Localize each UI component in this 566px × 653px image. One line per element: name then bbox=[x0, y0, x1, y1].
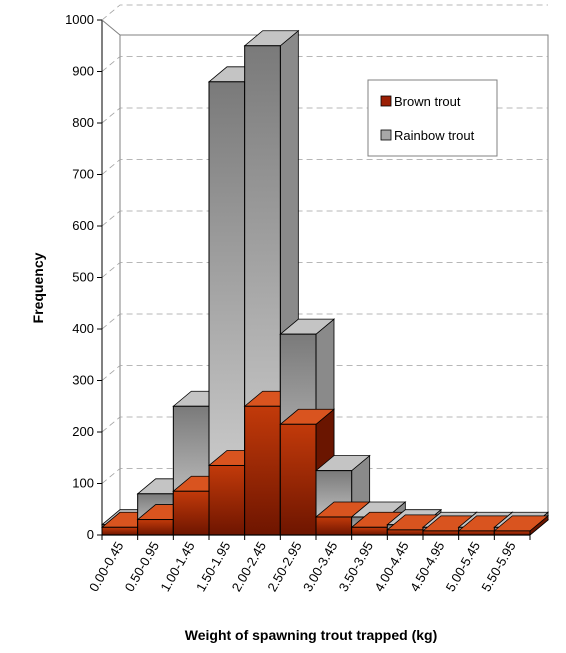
x-tick-label: 4.50-4.95 bbox=[407, 539, 447, 594]
x-tick-label: 2.50-2.95 bbox=[264, 539, 304, 594]
bar-brown-trout bbox=[493, 515, 550, 536]
y-axis-title: Frequency bbox=[30, 252, 46, 323]
y-tick-label: 400 bbox=[72, 321, 94, 336]
x-tick-label: 0.50-0.95 bbox=[122, 539, 162, 594]
gridline bbox=[101, 313, 548, 330]
y-tick-label: 600 bbox=[72, 218, 94, 233]
gridlines bbox=[101, 4, 548, 484]
y-tick-label: 0 bbox=[87, 527, 94, 542]
x-tick-label: 4.00-4.45 bbox=[371, 539, 411, 594]
y-tick-label: 500 bbox=[72, 270, 94, 285]
legend-swatch-brown-trout bbox=[380, 95, 392, 107]
gridline bbox=[101, 262, 548, 278]
x-tick-label: 5.00-5.45 bbox=[443, 539, 483, 594]
gridline bbox=[101, 365, 548, 381]
x-tick-label: 3.50-3.95 bbox=[336, 539, 376, 594]
x-tick-label: 1.50-1.95 bbox=[193, 539, 233, 594]
gridline bbox=[101, 210, 548, 227]
legend-label-rainbow-trout: Rainbow trout bbox=[394, 128, 475, 143]
gridline bbox=[101, 107, 548, 124]
x-tick-label: 1.00-1.45 bbox=[157, 539, 197, 594]
gridline bbox=[101, 4, 548, 21]
x-tick-label: 2.00-2.45 bbox=[229, 539, 269, 594]
y-tick-label: 900 bbox=[72, 64, 94, 79]
gridline bbox=[101, 416, 548, 433]
gridline bbox=[101, 468, 548, 484]
x-axis-title: Weight of spawning trout trapped (kg) bbox=[185, 627, 438, 643]
x-tick-label: 3.00-3.45 bbox=[300, 539, 340, 594]
y-tick-label: 100 bbox=[72, 476, 94, 491]
y-tick-label: 700 bbox=[72, 167, 94, 182]
gridline bbox=[101, 56, 548, 72]
bars bbox=[100, 29, 550, 536]
legend-swatch-rainbow-trout bbox=[380, 129, 392, 141]
y-tick-label: 300 bbox=[72, 373, 94, 388]
legend: Brown trout Rainbow trout bbox=[367, 79, 498, 157]
x-tick-label: 5.50-5.95 bbox=[478, 539, 518, 594]
legend-label-brown-trout: Brown trout bbox=[394, 94, 461, 109]
y-axis-depth-line bbox=[101, 19, 121, 36]
y-tick-label: 1000 bbox=[65, 12, 94, 27]
x-tick-label: 0.00-0.45 bbox=[86, 539, 126, 594]
legend-box bbox=[367, 79, 498, 157]
gridline bbox=[101, 159, 548, 175]
y-tick-labels: 0 100 200 300 400 500 600 700 800 900 1000 bbox=[65, 12, 94, 542]
axes bbox=[97, 19, 531, 540]
y-tick-label: 800 bbox=[72, 115, 94, 130]
y-tick-label: 200 bbox=[72, 424, 94, 439]
x-tick-labels: 0.00-0.450.50-0.951.00-1.451.50-1.952.00… bbox=[86, 539, 519, 594]
